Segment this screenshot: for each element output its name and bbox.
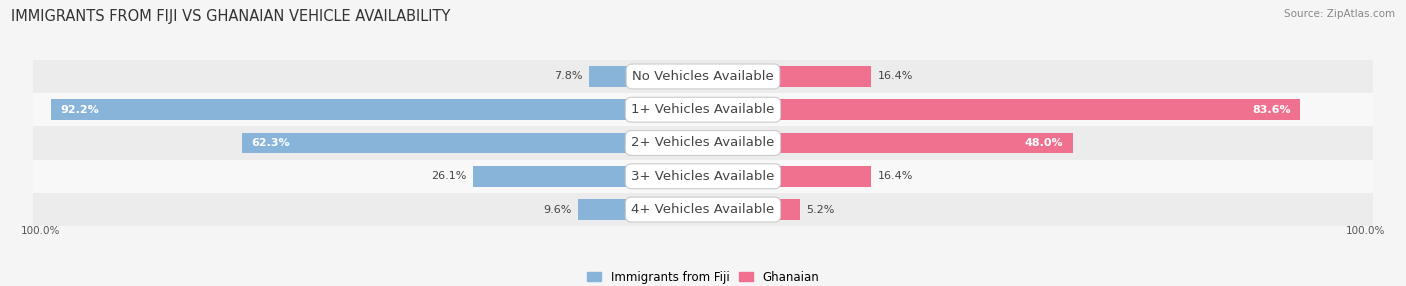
Bar xyxy=(766,66,872,87)
Text: 5.2%: 5.2% xyxy=(807,204,835,214)
Bar xyxy=(242,133,640,153)
Legend: Immigrants from Fiji, Ghanaian: Immigrants from Fiji, Ghanaian xyxy=(583,267,823,286)
Bar xyxy=(472,166,640,186)
Bar xyxy=(34,126,1372,160)
Bar xyxy=(34,93,1372,126)
Text: 48.0%: 48.0% xyxy=(1025,138,1063,148)
Bar xyxy=(34,160,1372,193)
Text: 62.3%: 62.3% xyxy=(252,138,290,148)
Text: 2+ Vehicles Available: 2+ Vehicles Available xyxy=(631,136,775,150)
Bar xyxy=(51,100,640,120)
Bar xyxy=(766,100,1301,120)
Text: 16.4%: 16.4% xyxy=(877,72,912,82)
Text: No Vehicles Available: No Vehicles Available xyxy=(633,70,773,83)
Text: Source: ZipAtlas.com: Source: ZipAtlas.com xyxy=(1284,9,1395,19)
Text: 26.1%: 26.1% xyxy=(432,171,467,181)
Bar xyxy=(766,199,800,220)
Text: 7.8%: 7.8% xyxy=(554,72,583,82)
Text: 1+ Vehicles Available: 1+ Vehicles Available xyxy=(631,103,775,116)
Bar xyxy=(766,133,1073,153)
Text: 100.0%: 100.0% xyxy=(21,226,60,236)
Bar xyxy=(578,199,640,220)
Text: IMMIGRANTS FROM FIJI VS GHANAIAN VEHICLE AVAILABILITY: IMMIGRANTS FROM FIJI VS GHANAIAN VEHICLE… xyxy=(11,9,450,23)
Text: 3+ Vehicles Available: 3+ Vehicles Available xyxy=(631,170,775,183)
Text: 100.0%: 100.0% xyxy=(1346,226,1385,236)
Bar xyxy=(34,60,1372,93)
Text: 9.6%: 9.6% xyxy=(543,204,572,214)
Bar xyxy=(34,193,1372,226)
Bar xyxy=(766,166,872,186)
Text: 83.6%: 83.6% xyxy=(1251,105,1291,115)
Text: 92.2%: 92.2% xyxy=(60,105,100,115)
Text: 4+ Vehicles Available: 4+ Vehicles Available xyxy=(631,203,775,216)
Text: 16.4%: 16.4% xyxy=(877,171,912,181)
Bar xyxy=(589,66,640,87)
